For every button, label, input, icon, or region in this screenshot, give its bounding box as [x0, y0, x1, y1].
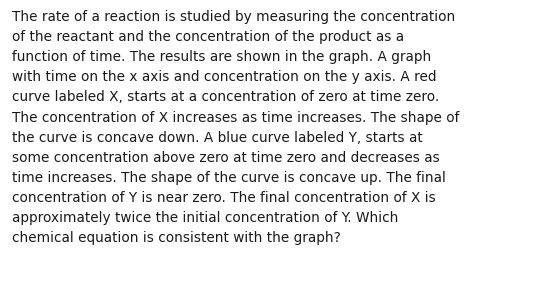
- Text: The rate of a reaction is studied by measuring the concentration
of the reactant: The rate of a reaction is studied by mea…: [12, 10, 460, 245]
